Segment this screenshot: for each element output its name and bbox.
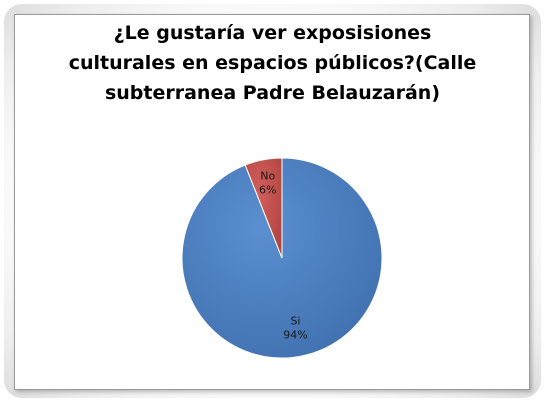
slice-name-label-si: Si xyxy=(290,315,300,328)
chart-title-line-1: ¿Le gustaría ver exposisiones xyxy=(113,22,432,44)
slice-name-label-no: No xyxy=(260,169,275,182)
chart-title: ¿Le gustaría ver exposisiones culturales… xyxy=(0,18,545,108)
pie-slice-no xyxy=(244,157,283,259)
slice-value-label-si: 94% xyxy=(283,329,307,342)
chart-title-line-2: culturales en espacios públicos?(Calle xyxy=(68,52,477,74)
slice-value-label-no: 6% xyxy=(259,183,276,196)
chart-title-line-3: subterranea Padre Belauzarán) xyxy=(104,82,441,104)
